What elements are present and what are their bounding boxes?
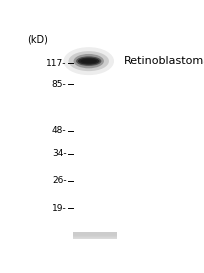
Bar [73,234,117,237]
Bar [73,234,117,237]
Text: (kD): (kD) [27,35,48,45]
Bar [73,233,117,237]
Bar [73,233,117,236]
Bar [73,235,117,239]
Bar [73,232,117,236]
Bar [73,232,117,235]
Bar [73,235,117,239]
Bar [73,235,117,238]
Bar [73,233,117,236]
Bar [73,232,117,236]
Bar [73,233,117,237]
Bar [73,233,117,237]
Bar [73,235,117,238]
Bar [73,234,117,237]
Bar [73,235,117,238]
Bar [73,235,117,239]
Bar [73,235,117,238]
Ellipse shape [81,59,97,64]
Bar [73,232,117,236]
Bar [73,234,117,238]
Ellipse shape [63,47,114,75]
Bar [73,233,117,236]
Ellipse shape [78,58,100,65]
Bar [73,234,117,237]
Bar [73,235,117,238]
Bar [73,235,117,238]
Bar [73,233,117,237]
Bar [73,234,117,238]
Bar [73,233,117,236]
Bar [73,234,117,238]
Bar [73,234,117,238]
Bar [73,235,117,238]
Ellipse shape [76,56,101,66]
Bar [73,232,117,236]
Bar [73,232,117,236]
Bar [73,233,117,237]
Bar [73,234,117,238]
Bar [73,233,117,236]
Ellipse shape [69,51,109,71]
Bar [73,234,117,238]
Bar [73,233,117,237]
Bar [73,234,117,237]
Bar [73,235,117,239]
Bar [73,233,117,236]
Bar [73,234,117,238]
Bar [73,235,117,239]
Bar [73,232,117,236]
Bar [73,232,117,236]
Bar [73,235,117,238]
Text: 117-: 117- [46,59,67,68]
Bar [73,235,117,239]
Bar [73,232,117,236]
Bar [73,234,117,238]
Bar [73,233,117,236]
Text: Retinoblastoma: Retinoblastoma [123,56,204,66]
Bar [73,234,117,238]
Ellipse shape [74,54,104,68]
Text: 34-: 34- [52,149,67,158]
Text: 19-: 19- [52,204,67,213]
Bar [73,232,117,236]
Bar [73,233,117,237]
Text: 26-: 26- [52,176,67,185]
Text: 85-: 85- [52,80,67,89]
Bar [73,233,117,237]
Bar [73,233,117,236]
Bar [73,233,117,236]
Bar [73,235,117,238]
Bar [73,233,117,237]
Bar [73,234,117,238]
Bar [73,232,117,236]
Bar [73,233,117,237]
Text: 48-: 48- [52,126,67,135]
